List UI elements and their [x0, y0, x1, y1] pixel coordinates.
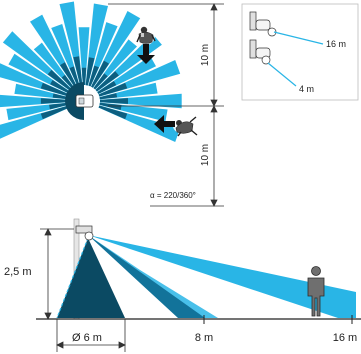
- detection-ray-near: [93, 73, 108, 90]
- detection-ray-near: [40, 82, 70, 97]
- range-line-long: [273, 31, 324, 45]
- detection-ray: [78, 27, 90, 85]
- height-dimension: [40, 228, 74, 320]
- sensor-icon: [75, 94, 94, 108]
- beam-far: [88, 235, 356, 318]
- detection-ray-near: [97, 81, 117, 94]
- inset-panel: 16 m 4 m: [241, 3, 359, 101]
- person-icon: [136, 26, 156, 45]
- sensor-icon: [249, 11, 277, 37]
- detection-zones: [0, 1, 182, 142]
- beam-edge: [56, 237, 89, 319]
- detection-ray-near: [61, 74, 75, 90]
- diameter-label: Ø 6 m: [72, 332, 102, 344]
- range-long-label: 16 m: [326, 39, 346, 49]
- person-crawling-icon: [173, 116, 198, 137]
- sensor-base: [65, 82, 84, 120]
- range-top-label: 10 m: [200, 44, 211, 66]
- detection-ray-near: [85, 57, 95, 86]
- detection-ray-near: [69, 66, 80, 87]
- detection-ray-near: [99, 93, 118, 100]
- angle-label: α = 220/360°: [150, 191, 196, 200]
- sensor-icon: [249, 39, 271, 65]
- arrow-icon: [137, 44, 155, 64]
- detection-ray-near: [95, 71, 119, 92]
- range-bottom-label: 10 m: [200, 144, 211, 166]
- detection-ray-near: [98, 105, 128, 120]
- detection-ray-near: [81, 67, 87, 85]
- beam-mid: [88, 235, 205, 318]
- mount-height-label: 2,5 m: [4, 266, 32, 278]
- distance-8m-label: 8 m: [195, 332, 213, 344]
- detection-ray-near: [52, 93, 69, 100]
- detection-ray-near: [50, 80, 71, 94]
- detection-ray-near: [98, 82, 128, 97]
- detection-ray-near: [40, 105, 70, 120]
- detection-ray-near: [88, 65, 99, 87]
- arrow-icon: [154, 115, 175, 133]
- distance-16m-label: 16 m: [333, 332, 357, 344]
- detection-ray-near: [73, 56, 83, 86]
- sensor-icon: [75, 225, 94, 241]
- detection-ray-near: [100, 98, 128, 104]
- detection-ray-near: [60, 62, 77, 88]
- detection-ray: [0, 94, 68, 108]
- range-short-label: 4 m: [299, 84, 314, 94]
- detection-ray-near: [40, 98, 68, 104]
- detection-ray-near: [49, 102, 69, 110]
- detection-ray-near: [91, 60, 109, 88]
- detection-ray: [100, 93, 182, 109]
- beam-near: [57, 238, 125, 318]
- range-line-short: [267, 62, 297, 87]
- top-view: 10 m 10 m α = 220/360°: [0, 1, 224, 207]
- detection-ray-near: [47, 69, 73, 92]
- range-dimension: [108, 3, 224, 207]
- side-view: 2,5 m Ø 6 m 8 m 16 m: [4, 218, 361, 352]
- person-icon: [307, 266, 325, 317]
- diameter-dimension: [56, 319, 126, 352]
